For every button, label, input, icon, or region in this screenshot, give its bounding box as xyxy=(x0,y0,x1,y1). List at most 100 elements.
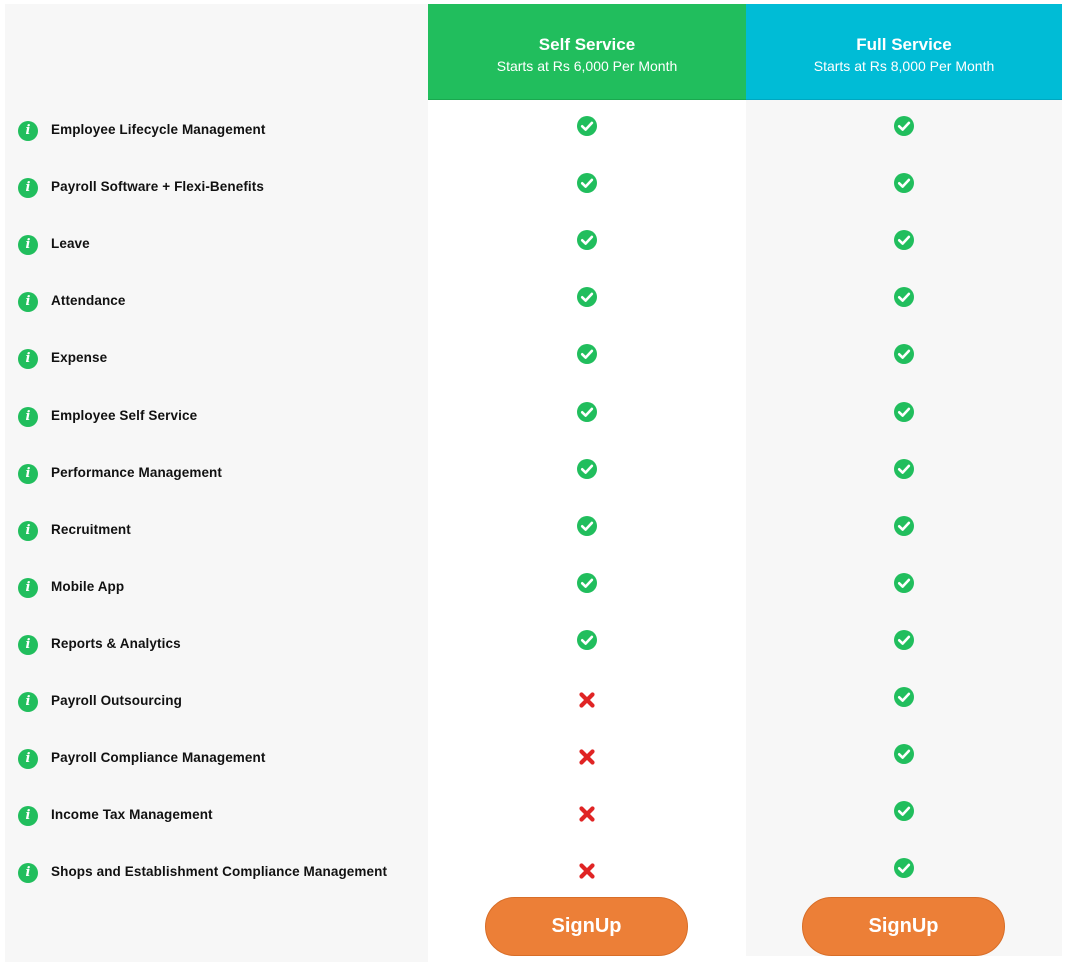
feature-label: Recruitment xyxy=(51,521,131,537)
check-circle-icon xyxy=(893,800,915,822)
info-icon[interactable]: i xyxy=(18,178,38,199)
plan-feature-cell xyxy=(746,614,1062,671)
plan-feature-cell xyxy=(746,842,1062,899)
feature-label: Expense xyxy=(51,350,108,366)
plan-name: Self Service xyxy=(538,35,636,54)
feature-label: Payroll Software + Flexi-Benefits xyxy=(51,179,264,195)
check-circle-icon xyxy=(893,686,915,708)
x-mark-icon xyxy=(576,689,598,711)
info-icon[interactable]: i xyxy=(18,235,38,256)
feature-label: Employee Lifecycle Management xyxy=(51,122,266,137)
plan-price: Starts at Rs 6,000 Per Month xyxy=(496,58,678,74)
check-circle-icon xyxy=(576,115,598,137)
info-icon[interactable]: i xyxy=(18,806,38,827)
plan-header-full-service: Full Service Starts at Rs 8,000 Per Mont… xyxy=(746,4,1062,100)
info-icon[interactable]: i xyxy=(18,121,38,141)
plan-feature-cell xyxy=(428,557,746,614)
plan-feature-cell xyxy=(746,671,1062,728)
check-circle-icon xyxy=(576,172,598,194)
plan-feature-cell xyxy=(746,443,1062,500)
plan-feature-cell xyxy=(428,671,746,728)
feature-row: i Payroll Outsourcing xyxy=(5,671,428,728)
plan-feature-cell xyxy=(428,500,746,557)
plan-price: Starts at Rs 8,000 Per Month xyxy=(813,58,995,74)
plan-feature-cell xyxy=(428,785,746,842)
feature-row: i Leave xyxy=(5,214,428,271)
plan-column-full-service: Full Service Starts at Rs 8,000 Per Mont… xyxy=(746,4,1062,956)
plan-header-self-service: Self Service Starts at Rs 6,000 Per Mont… xyxy=(428,4,746,100)
info-icon[interactable]: i xyxy=(18,292,38,313)
feature-label: Attendance xyxy=(51,293,126,309)
check-circle-icon xyxy=(893,115,915,137)
plan-feature-cell xyxy=(746,214,1062,271)
feature-label: Mobile App xyxy=(51,578,125,594)
check-circle-icon xyxy=(893,572,915,594)
feature-row: i Payroll Software + Flexi-Benefits xyxy=(5,157,428,214)
plan-feature-cell xyxy=(746,557,1062,614)
feature-label: Income Tax Management xyxy=(51,807,213,823)
features-column: i Employee Lifecycle Management i Payroll S… xyxy=(5,4,428,962)
plan-feature-cell xyxy=(428,728,746,785)
check-circle-icon xyxy=(576,572,598,594)
check-circle-icon xyxy=(893,229,915,251)
plan-feature-cell xyxy=(746,328,1062,385)
plan-feature-cell xyxy=(428,614,746,671)
plan-feature-cell xyxy=(428,842,746,899)
plan-feature-cell xyxy=(428,214,746,271)
signup-button-full-service[interactable]: SignUp xyxy=(802,897,1005,956)
feature-row: i Reports & Analytics xyxy=(5,614,428,671)
check-circle-icon xyxy=(893,172,915,194)
check-circle-icon xyxy=(576,515,598,537)
plan-feature-cell xyxy=(428,271,746,328)
feature-row: i Employee Self Service xyxy=(5,386,428,443)
feature-label: Reports & Analytics xyxy=(51,635,181,651)
info-icon[interactable]: i xyxy=(18,349,38,370)
check-circle-icon xyxy=(893,458,915,480)
plan-feature-cell xyxy=(428,443,746,500)
check-circle-icon xyxy=(576,229,598,251)
info-icon[interactable]: i xyxy=(18,406,38,427)
plan-feature-cell xyxy=(428,386,746,443)
plan-feature-cell xyxy=(746,386,1062,443)
feature-label: Performance Management xyxy=(51,464,223,480)
check-circle-icon xyxy=(893,286,915,308)
info-icon[interactable]: i xyxy=(18,520,38,541)
feature-label: Employee Self Service xyxy=(51,407,198,423)
feature-label: Payroll Outsourcing xyxy=(51,693,182,708)
x-mark-icon xyxy=(576,803,598,825)
feature-label: Payroll Compliance Management xyxy=(51,750,266,766)
plan-name: Full Service xyxy=(856,35,952,54)
info-icon[interactable]: i xyxy=(18,863,38,884)
check-circle-icon xyxy=(576,401,598,423)
check-circle-icon xyxy=(576,343,598,365)
check-circle-icon xyxy=(576,286,598,308)
signup-button-self-service[interactable]: SignUp xyxy=(485,897,688,956)
check-circle-icon xyxy=(893,515,915,537)
info-icon[interactable]: i xyxy=(18,463,38,484)
plan-feature-cell xyxy=(746,157,1062,214)
x-mark-icon xyxy=(576,746,598,768)
info-icon[interactable]: i xyxy=(18,634,38,655)
check-circle-icon xyxy=(893,857,915,879)
plan-feature-cell xyxy=(746,100,1062,157)
info-icon[interactable]: i xyxy=(18,577,38,598)
plan-feature-cell xyxy=(428,100,746,157)
check-circle-icon xyxy=(893,401,915,423)
feature-row: i Shops and Establishment Compliance Mana… xyxy=(5,842,428,899)
plan-feature-cell xyxy=(746,728,1062,785)
check-circle-icon xyxy=(893,629,915,651)
check-circle-icon xyxy=(576,629,598,651)
check-circle-icon xyxy=(893,343,915,365)
feature-row: i Performance Management xyxy=(5,443,428,500)
plan-feature-cell xyxy=(428,157,746,214)
info-icon[interactable]: i xyxy=(18,692,38,712)
plan-column-self-service: Self Service Starts at Rs 6,000 Per Mont… xyxy=(428,4,746,962)
info-icon[interactable]: i xyxy=(18,749,38,770)
plan-feature-cell xyxy=(746,785,1062,842)
plan-feature-cell xyxy=(746,271,1062,328)
plan-feature-cell xyxy=(428,328,746,385)
check-circle-icon xyxy=(576,458,598,480)
feature-label: Shops and Establishment Compliance Manag… xyxy=(51,864,388,880)
feature-label: Leave xyxy=(51,236,90,252)
feature-row: i Income Tax Management xyxy=(5,785,428,842)
